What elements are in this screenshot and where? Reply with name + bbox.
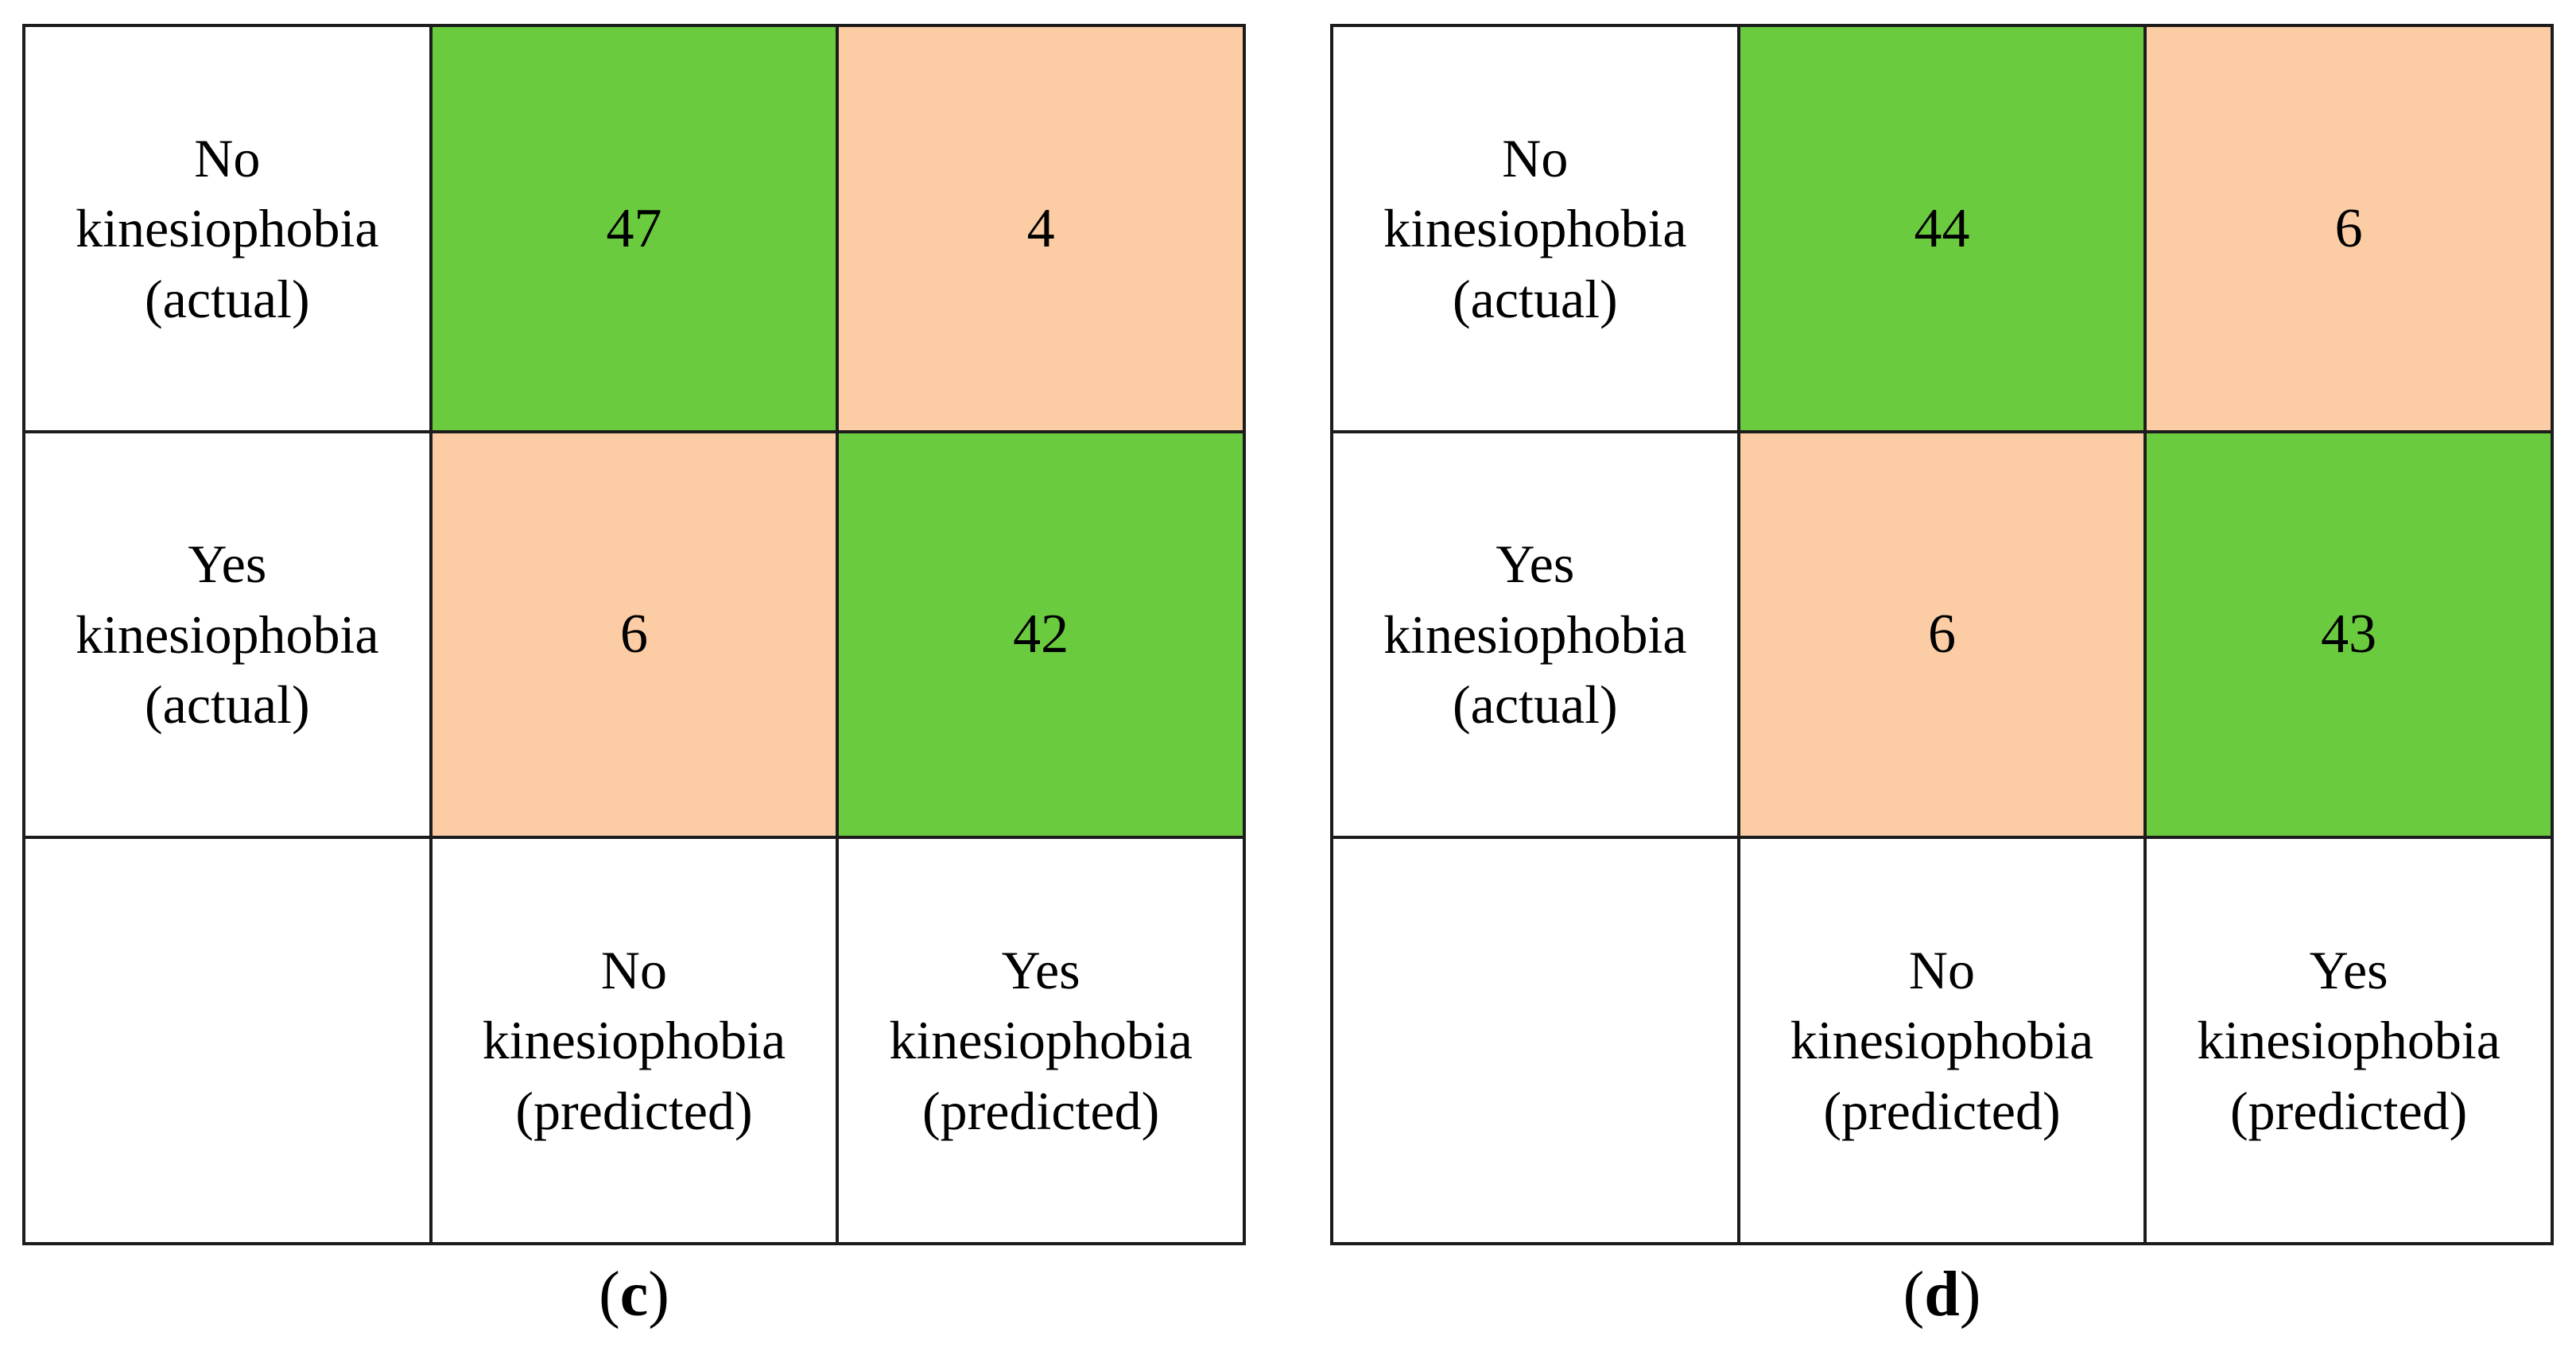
matrix-row: Yes kinesiophobia (actual) 6 42	[22, 429, 1246, 840]
confusion-matrix-panel-d: No kinesiophobia (actual) 44 6 Yes kines…	[1330, 24, 2554, 1330]
matrix-row: No kinesiophobia (predicted) Yes kinesio…	[22, 836, 1246, 1245]
caption-letter: d	[1924, 1260, 1960, 1330]
row-label-no-actual: No kinesiophobia (actual)	[1330, 24, 1740, 433]
caption-letter: c	[619, 1260, 649, 1330]
row-label-yes-actual: Yes kinesiophobia (actual)	[1330, 429, 1740, 840]
matrix-row: No kinesiophobia (actual) 44 6	[1330, 24, 2554, 433]
empty-corner-cell	[22, 836, 433, 1245]
cell-true-negative: 44	[1736, 24, 2147, 433]
cell-false-negative: 6	[429, 429, 840, 840]
col-label-no-predicted: No kinesiophobia (predicted)	[429, 836, 840, 1245]
cell-false-positive: 4	[836, 24, 1246, 433]
cell-true-positive: 42	[836, 429, 1246, 840]
col-label-no-predicted: No kinesiophobia (predicted)	[1736, 836, 2147, 1245]
caption-paren-close: )	[1959, 1260, 1981, 1330]
caption-paren-open: (	[599, 1260, 620, 1330]
confusion-matrix-c: No kinesiophobia (actual) 47 4 Yes kines…	[22, 24, 1246, 1245]
cell-true-positive: 43	[2143, 429, 2554, 840]
cell-true-negative: 47	[429, 24, 840, 433]
row-label-yes-actual: Yes kinesiophobia (actual)	[22, 429, 433, 840]
matrix-row: No kinesiophobia (predicted) Yes kinesio…	[1330, 836, 2554, 1245]
cell-false-positive: 6	[2143, 24, 2554, 433]
caption-paren-close: )	[648, 1260, 669, 1330]
row-label-no-actual: No kinesiophobia (actual)	[22, 24, 433, 433]
empty-corner-cell	[1330, 836, 1740, 1245]
confusion-matrix-d: No kinesiophobia (actual) 44 6 Yes kines…	[1330, 24, 2554, 1245]
col-label-yes-predicted: Yes kinesiophobia (predicted)	[836, 836, 1246, 1245]
caption-d: (d)	[1330, 1260, 2554, 1330]
confusion-matrix-panel-c: No kinesiophobia (actual) 47 4 Yes kines…	[22, 24, 1246, 1330]
caption-c: (c)	[22, 1260, 1246, 1330]
caption-paren-open: (	[1903, 1260, 1925, 1330]
matrix-row: No kinesiophobia (actual) 47 4	[22, 24, 1246, 433]
cell-false-negative: 6	[1736, 429, 2147, 840]
col-label-yes-predicted: Yes kinesiophobia (predicted)	[2143, 836, 2554, 1245]
matrix-row: Yes kinesiophobia (actual) 6 43	[1330, 429, 2554, 840]
